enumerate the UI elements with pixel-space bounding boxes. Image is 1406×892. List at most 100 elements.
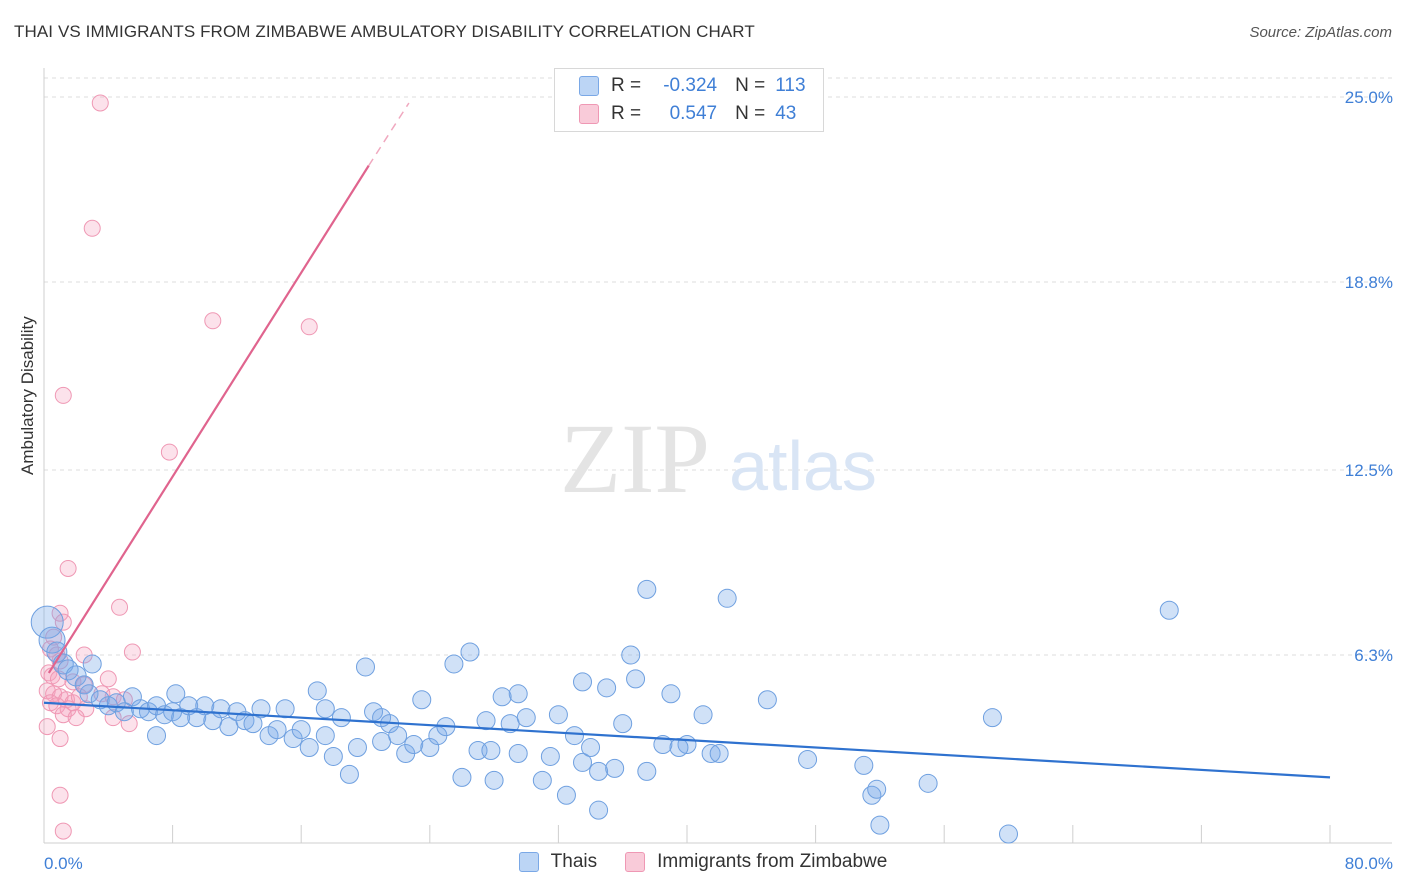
chart-title: THAI VS IMMIGRANTS FROM ZIMBABWE AMBULAT…	[14, 22, 755, 41]
x-tick-label: 80.0%	[1345, 854, 1393, 873]
thais-point	[999, 824, 1018, 844]
thais-point	[669, 738, 689, 758]
axis-ticks: 6.3% 12.5% 18.8% 25.0% 0.0% 80.0%	[44, 88, 1393, 873]
thais-point	[291, 720, 311, 740]
thais-point	[589, 800, 609, 820]
watermark-atlas: atlas	[729, 427, 877, 505]
thais-point	[717, 588, 737, 608]
zimbabwe-point	[54, 822, 72, 840]
thais-point	[548, 705, 568, 725]
thais-point	[339, 764, 359, 784]
legend-swatch-thais	[579, 76, 599, 96]
thais-point	[315, 726, 335, 746]
thais-point	[1159, 600, 1179, 620]
thais-point	[299, 738, 319, 758]
thais-point	[481, 740, 501, 760]
legend-label-zimbabwe: Immigrants from Zimbabwe	[657, 851, 888, 872]
thais-point	[701, 743, 721, 763]
thais-point	[412, 690, 432, 710]
thais-point	[532, 770, 552, 790]
legend-item-thais[interactable]: Thais	[518, 851, 598, 873]
zimbabwe-point	[51, 730, 69, 748]
legend-row-zimbabwe: R = 0.547 N = 43	[579, 101, 796, 127]
thais-point	[508, 743, 528, 763]
zimbabwe-point	[111, 598, 129, 616]
thais-point	[556, 785, 576, 805]
zimbabwe-point	[54, 386, 72, 404]
legend-n-label: N =	[735, 75, 766, 96]
zimbabwe-point	[54, 706, 72, 724]
thais-point	[195, 696, 215, 716]
thais-point	[452, 767, 472, 787]
thais-point	[709, 743, 729, 763]
thais-point	[356, 657, 375, 677]
thais-point	[661, 684, 681, 704]
zimbabwe-point	[99, 670, 117, 688]
legend-r-value: -0.324	[663, 75, 718, 96]
zimbabwe-point	[83, 219, 101, 237]
y-tick-label: 25.0%	[1345, 88, 1393, 107]
thais-point	[404, 735, 424, 755]
zimbabwe-point	[67, 709, 85, 727]
thais-point	[275, 699, 295, 719]
zimbabwe-point	[300, 318, 318, 336]
zimbabwe-point	[204, 312, 222, 330]
thais-point	[30, 605, 64, 639]
correlation-legend: R = -0.324 N = 113 R = 0.547 N = 43	[554, 68, 824, 132]
legend-item-zimbabwe[interactable]: Immigrants from Zimbabwe	[625, 851, 887, 873]
thais-trend-line	[43, 701, 1331, 779]
thais-point	[460, 642, 480, 662]
thais-point	[74, 675, 94, 695]
thais-point	[589, 761, 609, 781]
thais-point	[757, 690, 777, 710]
source-credit: Source: ZipAtlas.com	[1249, 24, 1392, 41]
legend-r-label: R =	[611, 103, 642, 124]
zimbabwe-trend-line	[47, 165, 370, 674]
zimbabwe-trend-extension	[368, 102, 410, 167]
y-tick-label: 12.5%	[1345, 461, 1393, 480]
thais-point	[323, 746, 343, 766]
zimbabwe-point	[59, 559, 77, 577]
legend-swatch-thais	[518, 852, 539, 872]
zimbabwe-point	[160, 443, 178, 461]
thais-point	[653, 735, 673, 755]
thais-point	[166, 684, 186, 704]
legend-label-thais: Thais	[550, 851, 598, 872]
thais-point	[637, 579, 657, 599]
zimbabwe-point	[123, 643, 141, 661]
thais-point	[573, 672, 593, 692]
y-tick-label: 6.3%	[1354, 646, 1393, 665]
thais-point	[605, 758, 625, 778]
series-thais-points	[30, 579, 1179, 844]
thais-point	[870, 815, 890, 835]
axes	[43, 68, 1392, 844]
thais-point	[331, 708, 351, 728]
series-zimbabwe-points	[38, 94, 318, 840]
legend-n-value: 113	[775, 75, 806, 96]
thais-point	[315, 699, 335, 719]
legend-swatch-zimbabwe	[579, 104, 599, 124]
zimbabwe-point	[104, 709, 122, 727]
thais-point	[621, 645, 641, 665]
legend-row-thais: R = -0.324 N = 113	[579, 73, 806, 99]
zimbabwe-point	[120, 715, 138, 733]
thais-point	[798, 749, 818, 769]
thais-point	[693, 705, 713, 725]
thais-point	[918, 773, 938, 793]
legend-n-value: 43	[775, 103, 797, 124]
thais-point	[564, 726, 584, 746]
thais-point	[854, 755, 874, 775]
thais-point	[982, 708, 1002, 728]
thais-point	[211, 699, 231, 719]
thais-point	[508, 684, 528, 704]
thais-point	[573, 752, 593, 772]
thais-point	[492, 687, 512, 707]
thais-point	[82, 654, 102, 674]
thais-point	[484, 770, 504, 790]
thais-point	[251, 699, 271, 719]
y-tick-label: 18.8%	[1345, 273, 1393, 292]
legend-r-value: 0.547	[669, 103, 718, 124]
thais-point	[307, 681, 327, 701]
legend-r-label: R =	[611, 75, 642, 96]
